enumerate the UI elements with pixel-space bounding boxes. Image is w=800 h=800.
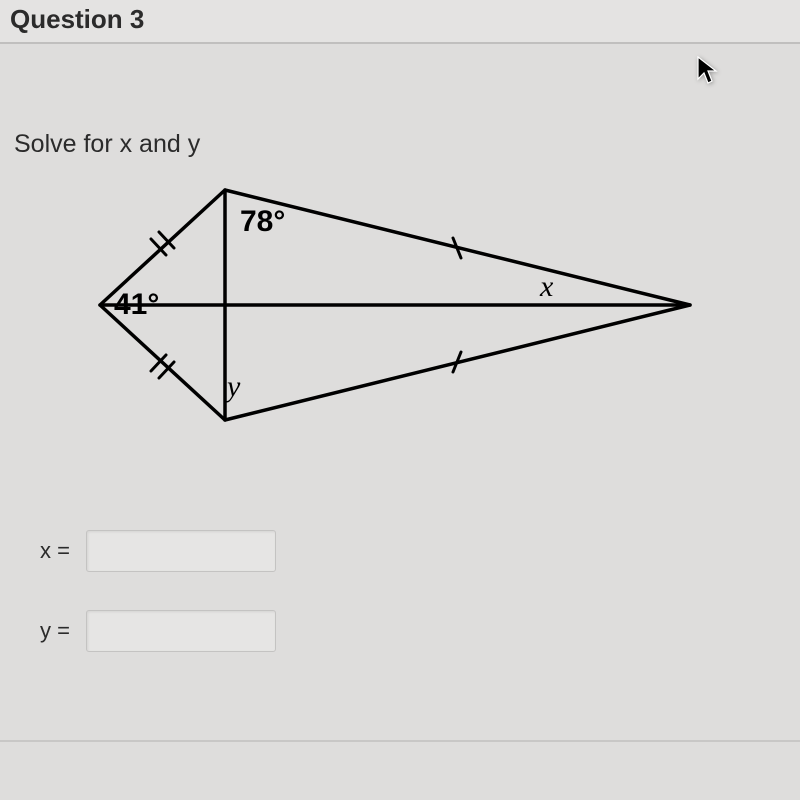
variable-label-x: x (540, 270, 553, 304)
answer-input-y[interactable] (86, 610, 276, 652)
question-title: Question 3 (0, 0, 154, 39)
page: Question 3 Solve for x and y (0, 0, 800, 800)
angle-label-41: 41° (114, 288, 159, 322)
cursor-icon (697, 56, 719, 91)
footer-divider (0, 740, 800, 742)
answer-input-x[interactable] (86, 530, 276, 572)
angle-label-78: 78° (240, 205, 285, 239)
variable-label-y: y (227, 370, 240, 404)
answer-row-y: y = (40, 610, 276, 652)
answer-label-y: y = (40, 618, 76, 644)
kite-diagram: 78° 41° x y (50, 170, 710, 460)
question-prompt: Solve for x and y (14, 130, 200, 159)
answer-row-x: x = (40, 530, 276, 572)
answer-label-x: x = (40, 538, 76, 564)
